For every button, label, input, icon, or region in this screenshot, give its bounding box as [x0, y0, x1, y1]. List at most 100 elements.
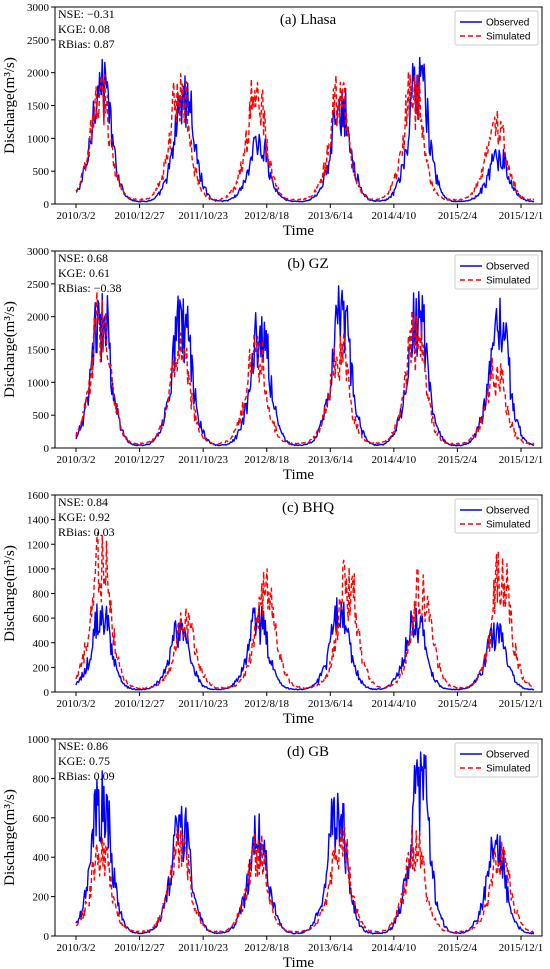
legend-box: [454, 742, 539, 778]
y-tick-label: 400: [33, 852, 50, 864]
y-tick-label: 1600: [27, 490, 50, 502]
legend-label: Observed: [486, 506, 529, 517]
legend-label: Observed: [486, 262, 529, 273]
y-tick-label: 1200: [27, 539, 50, 551]
series-group: [75, 531, 535, 691]
x-tick-label: 2014/4/10: [372, 698, 417, 710]
stat-line: NSE: 0.84: [58, 495, 108, 509]
panel-title: (c) BHQ: [282, 500, 334, 516]
x-tick-label: 2010/12/27: [115, 210, 166, 222]
stat-line: RBias: 0.87: [58, 37, 115, 51]
x-tick-label: 2015/2/4: [438, 210, 478, 222]
legend-label: Simulated: [486, 276, 530, 287]
y-tick-label: 1000: [27, 564, 50, 576]
panel-title: (a) Lhasa: [280, 12, 337, 28]
x-tick-label: 2015/12/1: [499, 942, 544, 954]
x-tick-label: 2010/3/2: [56, 454, 95, 466]
y-tick-label: 800: [33, 589, 50, 601]
y-axis-label: Discharge(m³/s): [2, 789, 18, 886]
x-tick-label: 2010/12/27: [115, 454, 166, 466]
series-line-simulated: [75, 291, 535, 446]
stat-line: KGE: 0.61: [58, 266, 110, 280]
x-tick-label: 2013/6/14: [308, 454, 353, 466]
y-tick-label: 1000: [27, 377, 50, 389]
x-tick-label: 2015/2/4: [438, 454, 478, 466]
chart-panel: 0 200 400 600 800 1000 1200 1400 1600 2010/3/2 201…: [2, 490, 543, 727]
y-tick-label: 2500: [27, 35, 50, 47]
x-tick-label: 2010/12/27: [115, 698, 166, 710]
y-tick-label: 200: [33, 662, 50, 674]
y-tick-label: 500: [33, 410, 50, 422]
stat-line: KGE: 0.92: [58, 510, 110, 524]
y-axis-label: Discharge(m³/s): [2, 545, 18, 642]
stat-line: RBias: −0.38: [58, 281, 121, 295]
y-axis-label: Discharge(m³/s): [2, 57, 18, 154]
x-tick-label: 2011/10/23: [178, 942, 228, 954]
legend-label: Simulated: [486, 32, 530, 43]
y-tick-label: 2000: [27, 68, 50, 80]
y-tick-label: 0: [44, 687, 50, 699]
y-tick-label: 200: [33, 892, 50, 904]
x-tick-label: 2015/12/1: [499, 210, 544, 222]
series-group: [75, 751, 535, 935]
x-tick-label: 2011/10/23: [178, 210, 228, 222]
x-tick-label: 2013/6/14: [308, 210, 353, 222]
x-axis-label: Time: [283, 467, 314, 483]
x-tick-label: 2012/8/18: [244, 942, 289, 954]
x-tick-label: 2015/12/1: [499, 454, 544, 466]
x-tick-label: 2015/12/1: [499, 698, 544, 710]
legend-label: Observed: [486, 750, 529, 761]
chart-panel: 0 500 1000 1500 2000 2500 3000 2010/3/2 2010/12/…: [2, 246, 543, 483]
panel-title: (d) GB: [287, 744, 329, 760]
x-tick-label: 2013/6/14: [308, 942, 353, 954]
legend-box: [454, 498, 539, 534]
x-axis-label: Time: [283, 711, 314, 727]
x-tick-label: 2011/10/23: [178, 698, 228, 710]
stat-line: RBias: 0.09: [58, 769, 115, 783]
x-tick-label: 2011/10/23: [178, 454, 228, 466]
x-tick-label: 2012/8/18: [244, 210, 289, 222]
y-tick-label: 800: [33, 773, 50, 785]
legend-label: Simulated: [486, 764, 530, 775]
stat-line: KGE: 0.75: [58, 754, 110, 768]
y-tick-label: 1400: [27, 515, 50, 527]
y-tick-label: 2000: [27, 312, 50, 324]
stat-line: NSE: 0.68: [58, 251, 108, 265]
stat-line: NSE: −0.31: [58, 7, 115, 21]
y-tick-label: 600: [33, 613, 50, 625]
y-tick-label: 1500: [27, 101, 50, 113]
x-axis-label: Time: [283, 223, 314, 239]
series-group: [75, 285, 535, 447]
stat-line: RBias: 0.03: [58, 525, 115, 539]
x-tick-label: 2012/8/18: [244, 698, 289, 710]
chart-panel: 0 200 400 600 800 1000 2010/3/2 2010/12/27 2011/…: [2, 734, 543, 969]
series-line-simulated: [75, 531, 535, 690]
y-tick-label: 1000: [27, 734, 50, 746]
y-tick-label: 500: [33, 166, 50, 178]
legend-box: [454, 254, 539, 290]
x-tick-label: 2014/4/10: [372, 942, 417, 954]
series-line-simulated: [75, 824, 535, 934]
y-tick-label: 1000: [27, 133, 50, 145]
series-line-simulated: [75, 70, 535, 202]
x-tick-label: 2013/6/14: [308, 698, 353, 710]
y-tick-label: 600: [33, 813, 50, 825]
panel-title: (b) GZ: [287, 256, 328, 272]
stat-line: NSE: 0.86: [58, 739, 108, 753]
y-tick-label: 3000: [27, 246, 50, 258]
x-tick-label: 2012/8/18: [244, 454, 289, 466]
y-tick-label: 0: [44, 443, 50, 455]
chart-panel: 0 500 1000 1500 2000 2500 3000 2010/3/2 2010/12/…: [2, 2, 543, 239]
x-tick-label: 2015/2/4: [438, 942, 478, 954]
y-tick-label: 2500: [27, 279, 50, 291]
x-tick-label: 2010/12/27: [115, 942, 166, 954]
x-tick-label: 2014/4/10: [372, 454, 417, 466]
y-axis-label: Discharge(m³/s): [2, 301, 18, 398]
y-tick-label: 400: [33, 638, 50, 650]
stat-line: KGE: 0.08: [58, 22, 110, 36]
series-line-observed: [75, 56, 535, 203]
x-tick-label: 2010/3/2: [56, 210, 95, 222]
series-group: [75, 56, 535, 203]
y-tick-label: 3000: [27, 2, 50, 14]
